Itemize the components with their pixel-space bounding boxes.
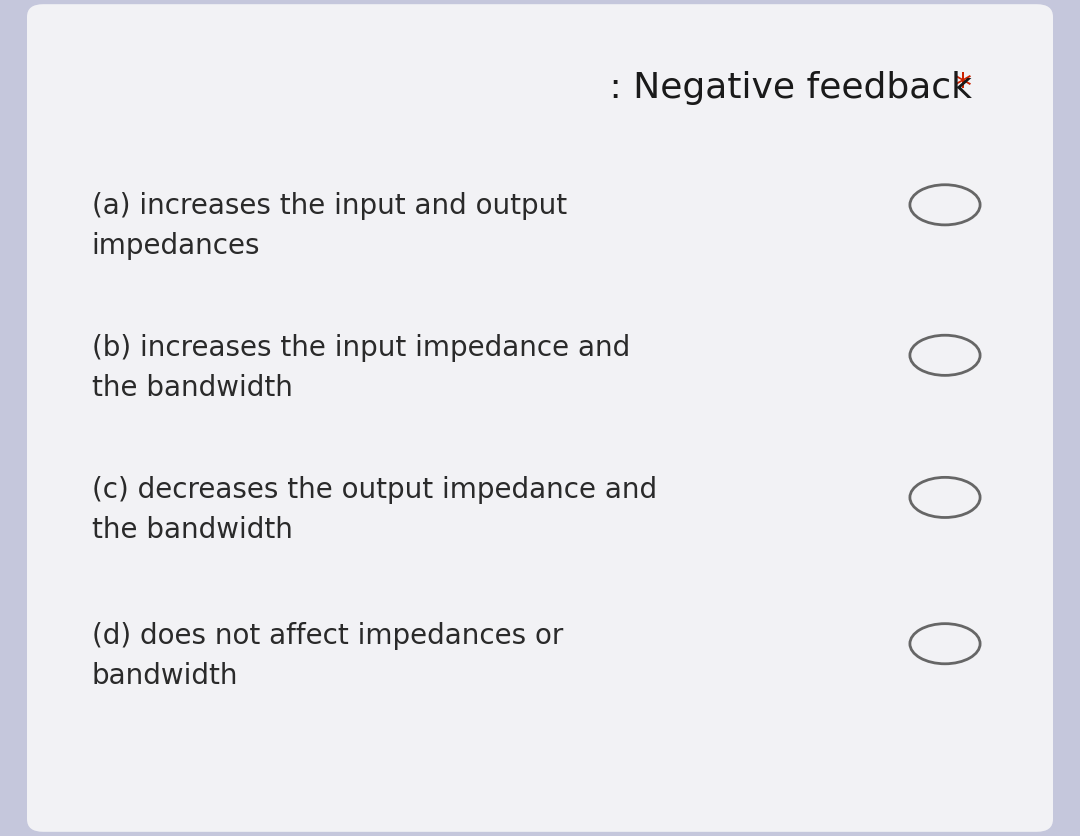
Text: (c) decreases the output impedance and
the bandwidth: (c) decreases the output impedance and t… xyxy=(92,476,657,544)
Text: : Negative feedback: : Negative feedback xyxy=(598,71,972,104)
Text: (b) increases the input impedance and
the bandwidth: (b) increases the input impedance and th… xyxy=(92,334,630,402)
Text: (a) increases the input and output
impedances: (a) increases the input and output imped… xyxy=(92,191,567,260)
Text: *: * xyxy=(954,71,972,104)
Text: (d) does not affect impedances or
bandwidth: (d) does not affect impedances or bandwi… xyxy=(92,622,563,691)
FancyBboxPatch shape xyxy=(27,4,1053,832)
